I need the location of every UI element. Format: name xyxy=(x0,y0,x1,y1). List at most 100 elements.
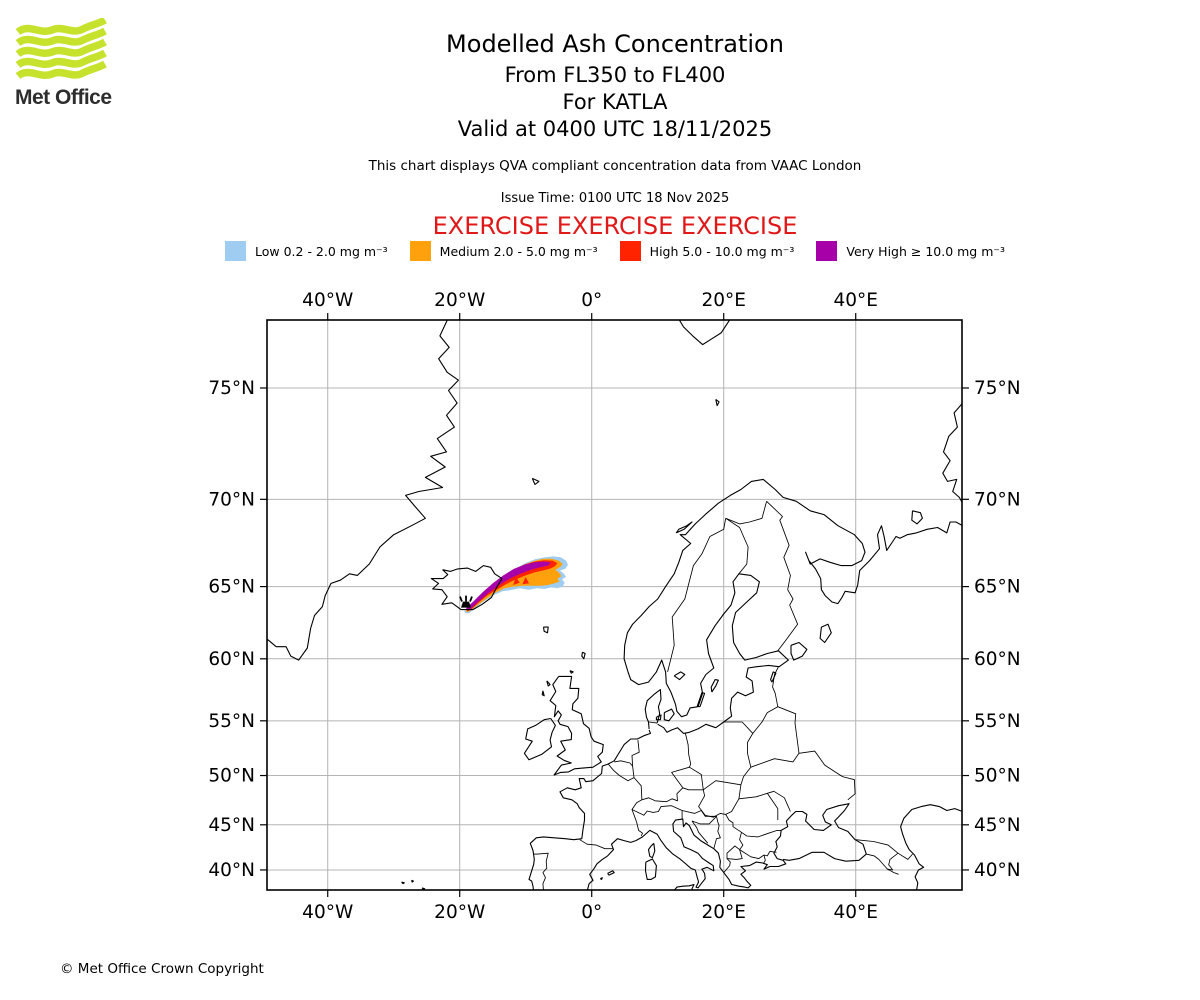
legend-item-0: Low 0.2 - 2.0 mg m⁻³ xyxy=(225,241,388,261)
ash-concentration-map: 40°W 40°W 20°W 20°W 0° 0° 20°E 20°E 40°E 40°E 40°N… xyxy=(208,290,1020,923)
lat-tick-label: 75°N xyxy=(974,378,1020,399)
coastline xyxy=(715,398,720,407)
lon-tick-label: 20°W xyxy=(434,902,485,923)
coastline xyxy=(401,881,405,885)
country-border xyxy=(739,832,744,850)
country-border xyxy=(667,518,727,673)
qva-description: This chart displays QVA compliant concen… xyxy=(368,158,862,174)
country-border xyxy=(671,766,704,791)
lat-tick-label: 40°N xyxy=(974,860,1020,881)
country-border xyxy=(691,816,717,825)
lon-tick-label: 40°W xyxy=(302,902,353,923)
lat-tick-label: 45°N xyxy=(974,815,1020,836)
legend-label: Medium 2.0 - 5.0 mg m⁻³ xyxy=(439,243,598,259)
lat-tick-label: 60°N xyxy=(208,649,255,670)
country-border xyxy=(738,790,775,800)
country-border xyxy=(887,852,899,871)
country-border xyxy=(691,820,709,844)
country-border xyxy=(798,750,856,801)
legend-swatch-icon xyxy=(619,241,641,261)
coastline xyxy=(647,842,656,859)
coastline xyxy=(410,879,415,883)
lon-tick-label: 0° xyxy=(581,290,602,311)
coastline xyxy=(430,565,503,611)
lon-tick-label: 0° xyxy=(581,902,602,923)
country-border xyxy=(533,852,549,890)
map-frame xyxy=(266,319,963,891)
coastline xyxy=(696,692,706,708)
country-border xyxy=(579,839,613,850)
legend-item-1: Medium 2.0 - 5.0 mg m⁻³ xyxy=(409,241,598,261)
coastline xyxy=(586,803,867,890)
volcano-subtitle: For KATLA xyxy=(562,90,668,114)
coastline xyxy=(710,679,719,693)
coastline xyxy=(546,680,551,687)
lat-tick-label: 75°N xyxy=(208,378,255,399)
country-border xyxy=(766,500,799,652)
country-border xyxy=(766,793,779,821)
lon-tick-label: 20°E xyxy=(701,290,745,311)
coastline xyxy=(795,500,962,605)
lon-tick-label: 40°E xyxy=(833,290,877,311)
lat-tick-label: 70°N xyxy=(208,489,255,510)
coastline xyxy=(549,675,604,776)
country-border xyxy=(752,666,779,734)
country-border xyxy=(739,849,777,860)
legend-swatch-icon xyxy=(225,241,246,261)
coastline xyxy=(531,477,540,486)
page-title: Modelled Ash Concentration xyxy=(446,30,784,58)
legend-item-3: Very High ≥ 10.0 mg m⁻³ xyxy=(816,241,1005,261)
lat-tick-label: 60°N xyxy=(974,649,1020,670)
met-office-logo-text: Met Office xyxy=(15,86,112,109)
met-office-logo-waves xyxy=(15,16,107,80)
issue-time: Issue Time: 0100 UTC 18 Nov 2025 xyxy=(500,191,730,206)
coastline xyxy=(623,478,797,734)
coastline xyxy=(900,804,962,890)
lon-tick-label: 40°W xyxy=(302,290,353,311)
country-border xyxy=(649,721,658,724)
lat-tick-label: 50°N xyxy=(974,766,1020,787)
coastline xyxy=(581,651,586,660)
country-border xyxy=(698,784,742,818)
ash-plume-very-high xyxy=(466,561,551,611)
lon-tick-label: 20°W xyxy=(434,290,485,311)
lat-tick-label: 40°N xyxy=(208,860,255,881)
ash-plume-high-blob-1 xyxy=(513,577,520,585)
country-border xyxy=(762,854,766,865)
coastline xyxy=(663,708,675,722)
coastline xyxy=(644,858,657,880)
coastline xyxy=(528,729,652,890)
country-border xyxy=(725,814,742,833)
country-border xyxy=(614,760,633,767)
coastline xyxy=(542,626,549,634)
legend-label: Low 0.2 - 2.0 mg m⁻³ xyxy=(255,243,388,259)
coastline xyxy=(267,320,459,661)
coastline xyxy=(911,510,923,525)
coastline xyxy=(600,877,603,880)
country-border xyxy=(725,517,749,575)
coastline xyxy=(541,690,545,697)
flight-level-subtitle: From FL350 to FL400 xyxy=(504,63,726,87)
country-border xyxy=(866,853,899,875)
country-border xyxy=(631,799,643,837)
lat-tick-label: 50°N xyxy=(208,766,255,787)
lat-tick-label: 65°N xyxy=(974,577,1020,598)
coastline xyxy=(523,717,556,761)
legend-label: Very High ≥ 10.0 mg m⁻³ xyxy=(846,243,1005,259)
lat-tick-label: 55°N xyxy=(974,711,1020,732)
lon-tick-label: 20°E xyxy=(701,902,745,923)
country-border xyxy=(855,839,913,860)
country-border xyxy=(682,810,721,849)
coastline xyxy=(644,689,662,729)
ash-plume-high-blob-2 xyxy=(522,577,529,585)
lat-tick-label: 45°N xyxy=(208,815,255,836)
country-border xyxy=(703,780,741,791)
coastline xyxy=(673,883,695,890)
valid-time-subtitle: Valid at 0400 UTC 18/11/2025 xyxy=(457,117,773,141)
lon-tick-label: 40°E xyxy=(833,902,877,923)
coastline xyxy=(678,320,731,346)
map-layers xyxy=(267,320,962,890)
country-border xyxy=(740,733,754,785)
coastline xyxy=(673,671,686,681)
legend-swatch-icon xyxy=(816,241,838,261)
